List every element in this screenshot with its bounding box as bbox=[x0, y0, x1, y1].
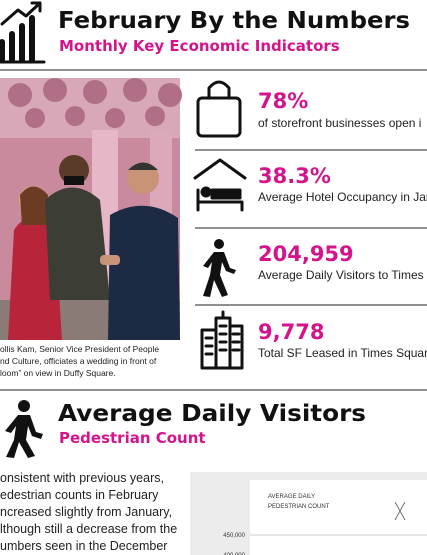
growth-icon bbox=[0, 1, 46, 64]
hotel-icon bbox=[193, 158, 247, 212]
photo-caption: nd Culture, officiates a wedding in fron… bbox=[0, 356, 157, 366]
header-title: February By the Numbers bbox=[58, 8, 410, 34]
stat-value: 9,778 bbox=[258, 320, 324, 344]
chart-panel bbox=[250, 480, 427, 555]
stat-value: 78% bbox=[258, 89, 308, 113]
body-text: onsistent with previous years, bbox=[0, 471, 164, 485]
chart-image-axis-label: 400,000 bbox=[223, 553, 245, 555]
chart-image-mark bbox=[394, 501, 406, 521]
stat-description: Total SF Leased in Times Squar bbox=[258, 346, 427, 360]
chart-image-axis-label: 450,000 bbox=[223, 533, 245, 539]
section-title: Average Daily Visitors bbox=[58, 401, 366, 427]
body-text: edestrian counts in February bbox=[0, 488, 159, 502]
photo-caption: loom” on view in Duffy Square. bbox=[0, 368, 116, 378]
buildings-icon bbox=[200, 310, 244, 370]
walker-icon bbox=[5, 400, 43, 458]
chart-image-title: AVERAGE DAILY bbox=[268, 494, 315, 500]
section-subtitle: Pedestrian Count bbox=[59, 429, 206, 447]
walker-icon bbox=[203, 239, 236, 297]
photo bbox=[0, 78, 182, 340]
body-text: lthough still a decrease from the bbox=[0, 522, 177, 536]
stat-description: Average Hotel Occupancy in Jan bbox=[258, 190, 427, 204]
body-text: umbers seen in the December bbox=[0, 539, 167, 553]
stat-value: 38.3% bbox=[258, 164, 331, 188]
chart-image-title: PEDESTRIAN COUNT bbox=[268, 504, 330, 510]
bag-icon bbox=[196, 80, 242, 138]
stat-description: of storefront businesses open i bbox=[258, 116, 421, 130]
photo-caption: ollis Kam, Senior Vice President of Peop… bbox=[0, 344, 159, 354]
header-subtitle: Monthly Key Economic Indicators bbox=[59, 37, 340, 55]
stat-description: Average Daily Visitors to Times bbox=[258, 268, 424, 282]
stat-value: 204,959 bbox=[258, 242, 354, 266]
body-text: ncreased slightly from January, bbox=[0, 505, 172, 519]
